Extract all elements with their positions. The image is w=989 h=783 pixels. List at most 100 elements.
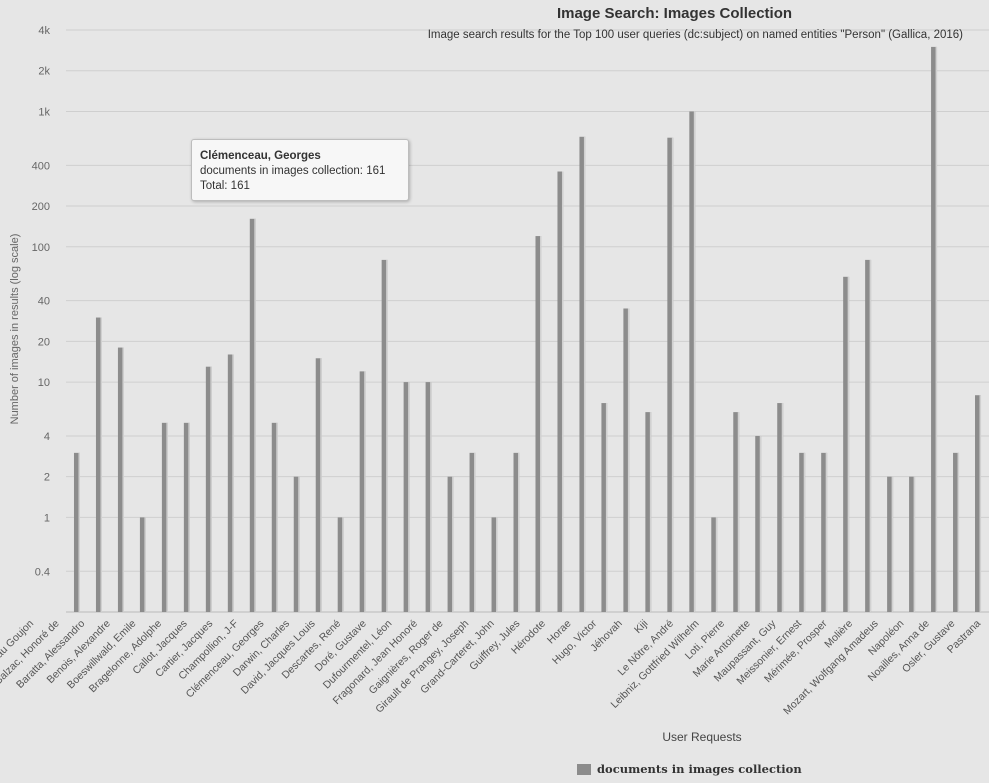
bar[interactable]	[931, 46, 938, 613]
legend-label: documents in images collection	[597, 762, 802, 776]
bar[interactable]	[95, 317, 102, 612]
bar[interactable]	[799, 452, 806, 612]
y-tick-label: 1	[44, 512, 50, 524]
bar[interactable]	[645, 412, 652, 612]
bar[interactable]	[183, 422, 190, 612]
bar[interactable]	[975, 395, 982, 612]
bar[interactable]	[227, 354, 234, 612]
bar-edge	[496, 517, 498, 612]
bar[interactable]	[73, 452, 80, 612]
bar[interactable]	[865, 259, 872, 612]
bar-edge	[320, 358, 322, 612]
bar[interactable]	[667, 137, 674, 613]
bar-edge	[781, 403, 784, 612]
bar-edge	[430, 382, 432, 612]
bar-edge	[474, 452, 476, 612]
bar-edge	[539, 236, 542, 613]
bar-edge	[561, 171, 564, 612]
bar[interactable]	[205, 366, 212, 612]
bar-edge	[364, 371, 366, 612]
bar[interactable]	[535, 236, 542, 613]
y-tick-label: 1k	[38, 106, 50, 118]
y-tick-label: 4	[44, 431, 50, 443]
bar-edge	[342, 517, 344, 612]
bar-edge	[408, 382, 410, 612]
bar[interactable]	[447, 476, 454, 612]
bar[interactable]	[711, 517, 718, 612]
bar-edge	[737, 412, 740, 612]
y-tick-label: 400	[32, 160, 50, 172]
bar-edge	[452, 476, 454, 612]
bar[interactable]	[755, 435, 762, 612]
bar-edge	[649, 412, 652, 612]
bar-edge	[671, 137, 674, 613]
bar[interactable]	[249, 218, 256, 612]
legend[interactable]: documents in images collection	[577, 762, 802, 776]
bar-edge	[913, 476, 916, 612]
bar-edge	[759, 435, 762, 612]
bar[interactable]	[557, 171, 564, 612]
bar-edge	[78, 452, 80, 612]
bar-edge	[935, 46, 938, 613]
bar[interactable]	[315, 358, 322, 612]
bar-edge	[166, 422, 168, 612]
bar[interactable]	[469, 452, 476, 612]
bar-edge	[583, 136, 586, 613]
bar[interactable]	[909, 476, 916, 612]
bar[interactable]	[843, 276, 850, 612]
y-tick-label: 0.4	[35, 566, 50, 578]
bar-edge	[518, 452, 520, 612]
y-tick-label: 20	[38, 336, 50, 348]
x-axis-label: User Requests	[662, 730, 742, 744]
bar[interactable]	[359, 371, 366, 612]
legend-swatch	[577, 763, 591, 775]
bar-edge	[825, 452, 828, 612]
bar-edge	[122, 347, 124, 612]
bar-edge	[210, 366, 212, 612]
bar[interactable]	[271, 422, 278, 612]
bar[interactable]	[139, 517, 146, 612]
tooltip-title: Clémenceau, Georges	[200, 150, 321, 162]
bar[interactable]	[117, 347, 124, 612]
y-tick-label: 4k	[38, 25, 50, 37]
y-tick-label: 40	[38, 296, 50, 308]
bar-edge	[891, 476, 894, 612]
bar[interactable]	[381, 259, 388, 612]
bar-edge	[627, 308, 630, 612]
bar-edge	[100, 317, 102, 612]
bar-edge	[276, 422, 278, 612]
bar[interactable]	[579, 136, 586, 613]
bar-edge	[803, 452, 806, 612]
bar[interactable]	[623, 308, 630, 612]
bar[interactable]	[337, 517, 344, 612]
x-tick-label: Kiji	[632, 618, 650, 636]
bar[interactable]	[425, 382, 432, 612]
bar[interactable]	[601, 403, 608, 612]
bar-edge	[298, 476, 300, 612]
y-tick-label: 2k	[38, 66, 50, 78]
bar[interactable]	[689, 111, 696, 613]
bar-edge	[605, 403, 608, 612]
bar[interactable]	[403, 382, 410, 612]
bar[interactable]	[733, 412, 740, 612]
bar[interactable]	[887, 476, 894, 612]
bar[interactable]	[491, 517, 498, 612]
y-tick-label: 100	[32, 242, 50, 254]
bar[interactable]	[777, 403, 784, 612]
bar-edge	[979, 395, 982, 612]
bar[interactable]	[821, 452, 828, 612]
y-tick-label: 200	[32, 201, 50, 213]
bar-edge	[232, 354, 234, 612]
y-axis-label: Number of images in results (log scale)	[9, 233, 21, 425]
bar[interactable]	[161, 422, 168, 612]
tooltip: Clémenceau, Georges documents in images …	[191, 139, 409, 201]
bar-edge	[188, 422, 190, 612]
bar[interactable]	[953, 452, 960, 612]
bar-edge	[144, 517, 146, 612]
bar[interactable]	[513, 452, 520, 612]
tooltip-line-total: Total: 161	[200, 180, 250, 192]
bar[interactable]	[293, 476, 300, 612]
y-tick-label: 2	[44, 472, 50, 484]
